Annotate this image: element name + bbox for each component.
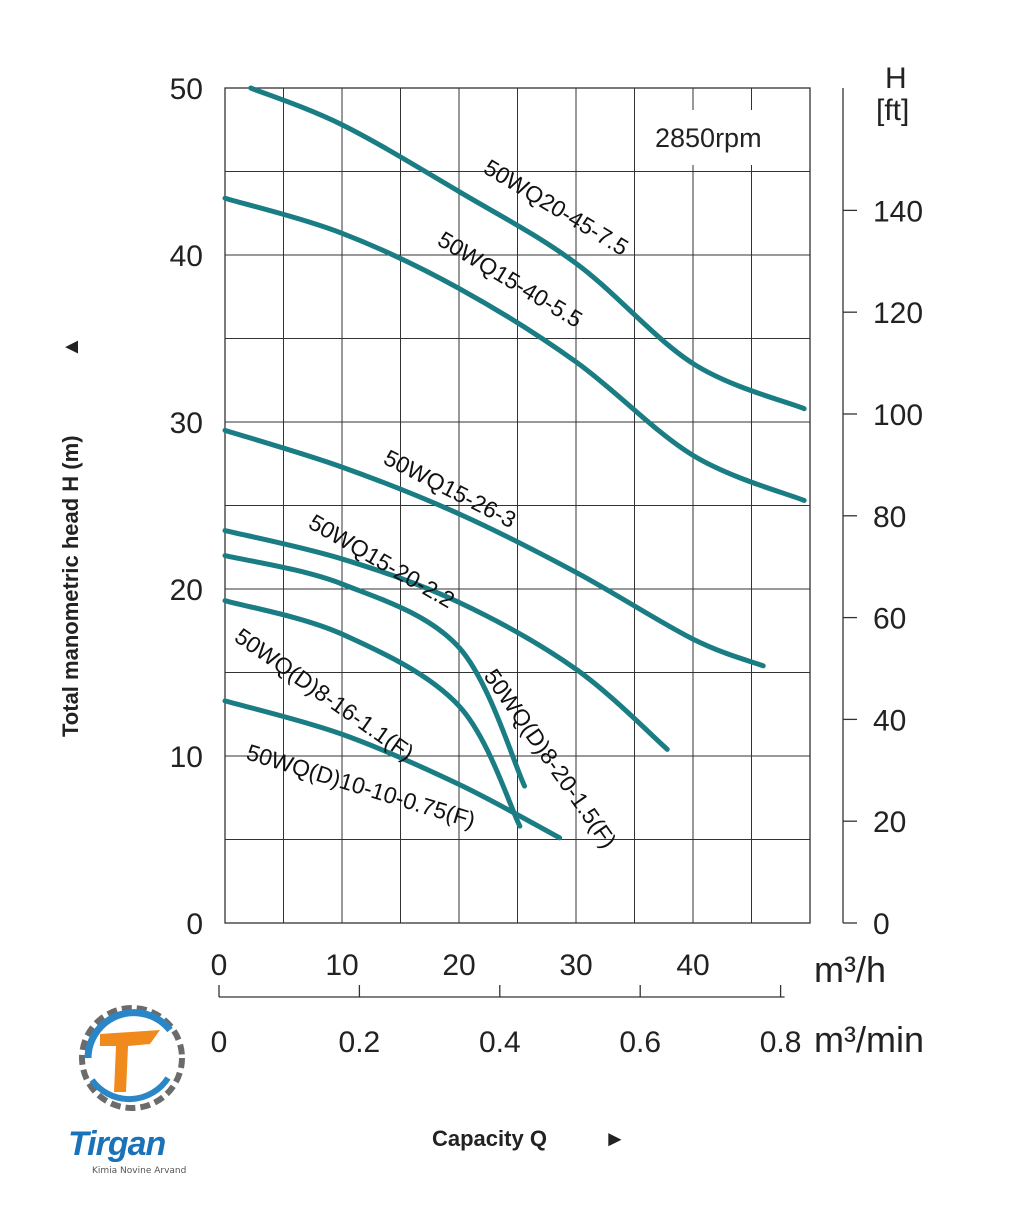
- series-line-6: [222, 598, 523, 829]
- y2-tick-label: 120: [873, 297, 923, 330]
- series-line-1: [248, 85, 807, 412]
- y-axis-arrow: ▲: [58, 336, 83, 358]
- series-line-2: [222, 195, 807, 503]
- brand-logo-icon: [79, 1005, 185, 1111]
- series-line-3: [222, 427, 766, 669]
- brand-subtitle: Kimia Novine Arvand: [92, 1166, 187, 1176]
- x-tick-label: 10: [325, 949, 358, 982]
- x-tick-label: 40: [676, 949, 709, 982]
- x2-tick-label: 0.4: [479, 1026, 521, 1059]
- x2-tick-label: 0.2: [339, 1026, 381, 1059]
- y2-tick-label: 80: [873, 501, 906, 534]
- series-line-5: [222, 553, 528, 789]
- series-label-5: 50WQ(D)8-20-1.5(F): [479, 664, 622, 853]
- y-axis-title: Total manometric head H (m): [58, 435, 83, 737]
- series-line-7: [222, 698, 563, 841]
- y-tick-label: 10: [170, 741, 203, 774]
- y2-tick-label: 20: [873, 806, 906, 839]
- x-axis-title: Capacity Q: [432, 1126, 547, 1151]
- series-line-4: [222, 528, 670, 752]
- rpm-label: 2850rpm: [655, 123, 762, 153]
- x2-tick-label: 0: [211, 1026, 228, 1059]
- y2-tick-label: 60: [873, 603, 906, 636]
- y2-unit: [ft]: [876, 94, 909, 127]
- y2-tick-label: 100: [873, 399, 923, 432]
- y2-tick-label: 40: [873, 704, 906, 737]
- x-tick-label: 20: [442, 949, 475, 982]
- y2-tick-label: 0: [873, 908, 890, 941]
- axes: 0 10 20 30 40 50 0 10 20 30 40 0 20 40 60 80 100 120 140 0 0…: [170, 73, 923, 1059]
- x2-tick-label: 0.8: [760, 1026, 802, 1059]
- y-tick-label: 0: [186, 908, 203, 941]
- x2-tick-label: 0.6: [619, 1026, 661, 1059]
- x-tick-label: 30: [559, 949, 592, 982]
- y-tick-label: 20: [170, 574, 203, 607]
- y2-tick-label: 140: [873, 195, 923, 228]
- brand-name: Tirgan: [68, 1125, 166, 1163]
- x2-unit: m³/min: [814, 1019, 924, 1060]
- y-tick-label: 50: [170, 73, 203, 106]
- x-tick-label: 0: [211, 949, 228, 982]
- x-axis-arrow: ►: [604, 1126, 626, 1151]
- y-tick-label: 30: [170, 407, 203, 440]
- y2-title: H: [885, 62, 907, 95]
- x-unit: m³/h: [814, 949, 886, 990]
- series-label-7: 50WQ(D)10-10-0.75(F): [244, 739, 479, 833]
- series-label-1: 50WQ20-45-7.5: [479, 154, 633, 261]
- curves: [222, 85, 807, 841]
- y-tick-label: 40: [170, 240, 203, 273]
- rpm-box: [645, 110, 805, 165]
- grid: [224, 87, 811, 924]
